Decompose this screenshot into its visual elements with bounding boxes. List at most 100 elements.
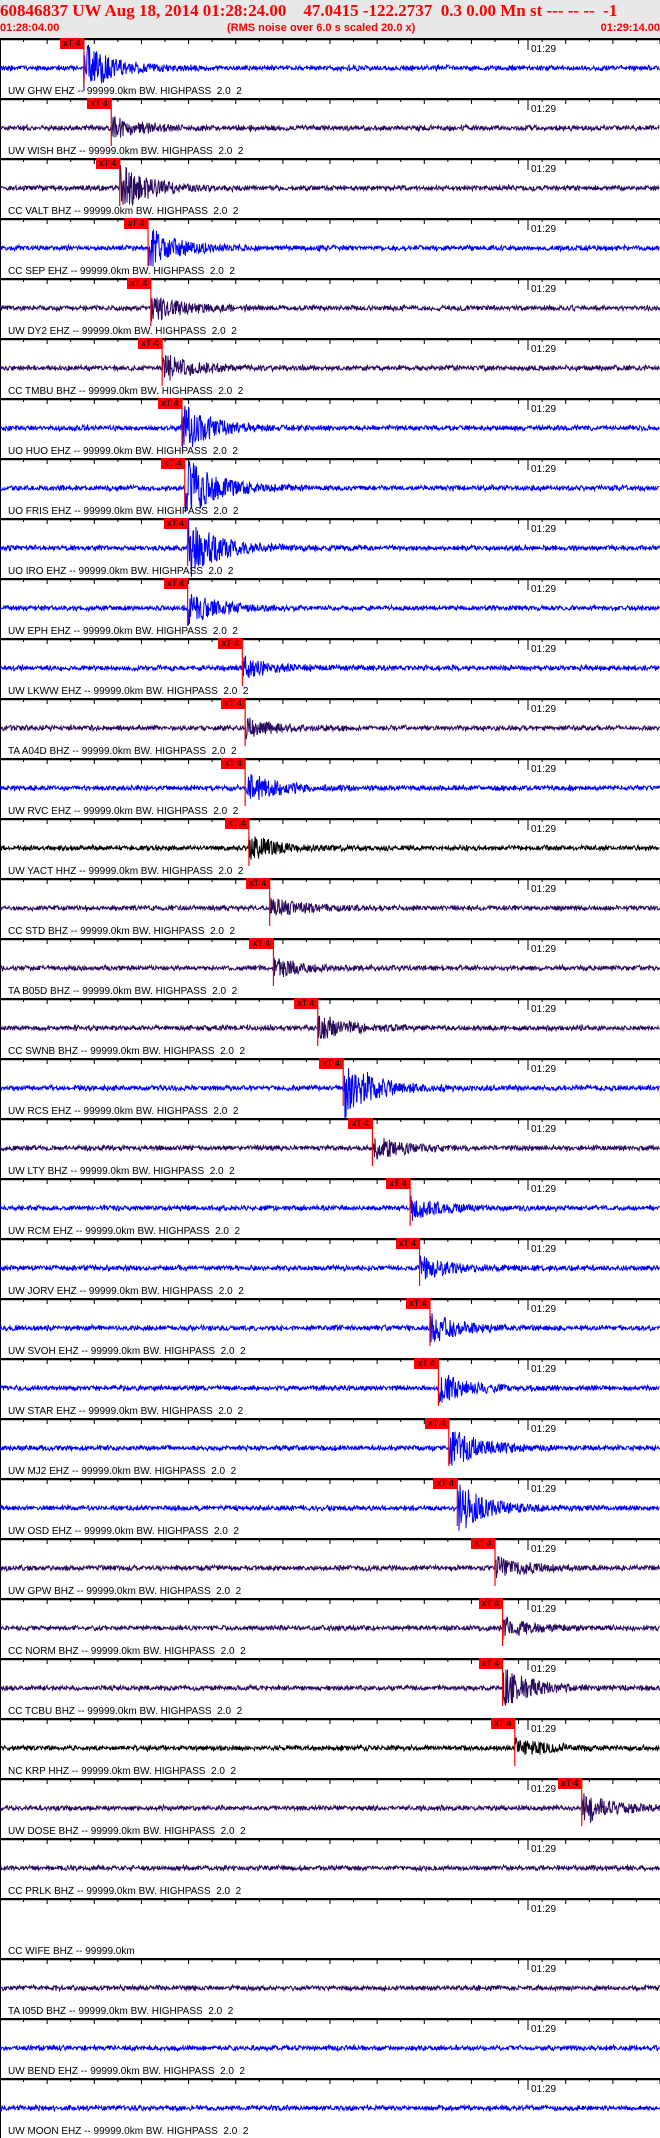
trace-panel: 01:29 TA I05D BHZ -- 99999.0km BW. HIGHPA… <box>0 1958 660 2018</box>
pick-marker[interactable]: xT 4 <box>478 1598 503 1609</box>
channel-label: UW GHW EHZ -- 99999.0km BW. HIGHPASS 2.0… <box>8 86 242 97</box>
pick-marker[interactable]: xT 4 <box>471 1538 495 1549</box>
pick-marker[interactable]: xT 4 <box>126 278 151 289</box>
waveform <box>0 1556 660 1579</box>
trace-panel: xT 4 01:29 CC SEP EHZ -- 99999.0km BW. HIG… <box>0 218 660 278</box>
pick-marker[interactable]: xT 4 <box>348 1118 373 1129</box>
channel-label: UW SVOH EHZ -- 99999.0km BW. HIGHPASS 2.… <box>8 1346 246 1357</box>
event-title: 60846837 UW Aug 18, 2014 01:28:24.00 47.… <box>0 1 618 20</box>
minute-label: 01:29 <box>531 104 557 115</box>
waveform <box>0 1793 660 1823</box>
waveform <box>0 1195 660 1221</box>
trace-plot <box>0 458 660 518</box>
minute-label: 01:29 <box>531 1424 557 1435</box>
channel-label: UW RCM EHZ -- 99999.0km BW. HIGHPASS 2.0… <box>8 1226 241 1237</box>
pick-marker[interactable]: xT 4 <box>386 1178 411 1189</box>
pick-marker[interactable]: xT 4 <box>319 1058 344 1069</box>
pick-marker[interactable]: xT 4 <box>433 1478 458 1489</box>
trace-plot <box>0 1658 660 1718</box>
channel-label: UW LTY BHZ -- 99999.0km BW. HIGHPASS 2.0… <box>8 1166 235 1177</box>
trace-plot <box>0 398 660 458</box>
trace-plot <box>0 578 660 638</box>
minute-label: 01:29 <box>531 644 557 655</box>
trace-panel: 01:29 CC PRLK BHZ -- 99999.0km BW. HIGHPA… <box>0 1838 660 1898</box>
waveform <box>0 2043 660 2053</box>
minute-label: 01:29 <box>531 1364 557 1375</box>
minute-label: 01:29 <box>531 1604 557 1615</box>
channel-label: UW MJ2 EHZ -- 99999.0km BW. HIGHPASS 2.0… <box>8 1466 237 1477</box>
minute-label: 01:29 <box>531 44 557 55</box>
pick-marker[interactable]: xT 4 <box>87 98 112 109</box>
trace-plot <box>0 1778 660 1838</box>
pick-marker[interactable]: xT 4 <box>424 1418 449 1429</box>
trace-panel: xT 4 01:29 UO IRO EHZ -- 99999.0km BW. HIG… <box>0 518 660 578</box>
minute-label: 01:29 <box>531 404 557 415</box>
channel-label: NC KRP HHZ -- 99999.0km BW. HIGHPASS 2.0… <box>8 1766 237 1777</box>
trace-plot <box>0 2018 660 2078</box>
waveform <box>0 518 660 577</box>
trace-plot <box>0 2078 660 2138</box>
pick-marker[interactable]: xT 4 <box>218 638 243 649</box>
pick-marker[interactable]: xT 4 <box>221 698 246 709</box>
pick-marker[interactable]: xT 4 <box>163 578 188 589</box>
pick-marker[interactable]: xT 4 <box>293 998 318 1009</box>
pick-marker[interactable]: xT 4 <box>95 158 120 169</box>
trace-plot <box>0 938 660 998</box>
pick-marker[interactable]: xT 4 <box>395 1238 420 1249</box>
trace-plot <box>0 818 660 878</box>
minute-label: 01:29 <box>531 1904 557 1915</box>
pick-marker[interactable]: xT 4 <box>414 1358 439 1369</box>
pick-marker[interactable]: xT 4 <box>59 38 84 49</box>
minute-label: 01:29 <box>531 944 557 955</box>
pick-marker[interactable]: xT 4 <box>224 818 249 829</box>
channel-label: UW DY2 EHZ -- 99999.0km BW. HIGHPASS 2.0… <box>8 326 237 337</box>
channel-label: CC TMBU BHZ -- 99999.0km BW. HIGHPASS 2.… <box>8 386 244 397</box>
waveform <box>0 1313 660 1343</box>
pick-marker[interactable]: xT 4 <box>124 218 149 229</box>
channel-label: UW GPW BHZ -- 99999.0km BW. HIGHPASS 2.0… <box>8 1586 242 1597</box>
trace-list: xT 4 01:29 UW GHW EHZ -- 99999.0km BW. HIG… <box>0 38 660 2138</box>
waveform <box>0 1669 660 1706</box>
trace-plot <box>0 38 660 98</box>
pick-marker[interactable]: xT 4 <box>405 1298 430 1309</box>
minute-label: 01:29 <box>531 1124 557 1135</box>
pick-marker[interactable]: xT 4 <box>221 758 246 769</box>
minute-label: 01:29 <box>531 1484 557 1495</box>
minute-label: 01:29 <box>531 1664 557 1675</box>
minute-label: 01:29 <box>531 2024 557 2035</box>
event-header: 60846837 UW Aug 18, 2014 01:28:24.00 47.… <box>0 0 660 38</box>
waveform <box>0 717 660 740</box>
trace-panel: xT 4 01:29 UW GHW EHZ -- 99999.0km BW. HIG… <box>0 38 660 98</box>
channel-label: CC SWNB BHZ -- 99999.0km BW. HIGHPASS 2.… <box>8 1046 246 1057</box>
channel-label: CC TCBU BHZ -- 99999.0km BW. HIGHPASS 2.… <box>8 1706 243 1717</box>
waveform <box>0 1431 660 1466</box>
pick-marker[interactable]: xT 4 <box>157 398 182 409</box>
trace-plot <box>0 1238 660 1298</box>
trace-panel: xT 4 01:29 TA A04D BHZ -- 99999.0km BW. HI… <box>0 698 660 758</box>
trace-plot <box>0 1898 660 1958</box>
trace-plot <box>0 698 660 758</box>
channel-label: TA A04D BHZ -- 99999.0km BW. HIGHPASS 2.… <box>8 746 237 757</box>
pick-marker[interactable]: xT 4 <box>160 458 185 469</box>
pick-marker[interactable]: xT 4 <box>249 938 274 949</box>
pick-marker[interactable]: xT 4 <box>245 878 270 889</box>
minute-label: 01:29 <box>531 344 557 355</box>
channel-label: UW RCS EHZ -- 99999.0km BW. HIGHPASS 2.0… <box>8 1106 239 1117</box>
trace-panel: xT 4 01:29 UW OSD EHZ -- 99999.0km BW. HIG… <box>0 1478 660 1538</box>
waveform <box>0 773 660 801</box>
waveform <box>0 1983 660 1993</box>
waveform <box>0 1255 660 1280</box>
pick-marker[interactable]: xT 4 <box>557 1778 582 1789</box>
pick-marker[interactable]: xT 4 <box>163 518 188 529</box>
trace-plot <box>0 278 660 338</box>
minute-label: 01:29 <box>531 1784 557 1795</box>
trace-plot <box>0 518 660 578</box>
channel-label: CC STD BHZ -- 99999.0km BW. HIGHPASS 2.0… <box>8 926 236 937</box>
trace-panel: 01:29 UW BEND EHZ -- 99999.0km BW. HIGHPA… <box>0 2018 660 2078</box>
channel-label: UW BEND EHZ -- 99999.0km BW. HIGHPASS 2.… <box>8 2066 246 2077</box>
waveform <box>0 1068 660 1118</box>
pick-marker[interactable]: xT 4 <box>138 338 163 349</box>
minute-label: 01:29 <box>531 1844 557 1855</box>
pick-marker[interactable]: xT 4 <box>478 1658 503 1669</box>
pick-marker[interactable]: xT 4 <box>490 1718 515 1729</box>
